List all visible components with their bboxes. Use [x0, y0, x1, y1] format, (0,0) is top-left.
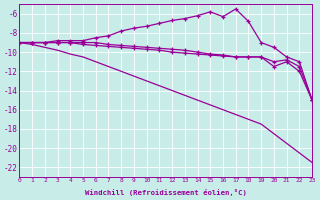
- X-axis label: Windchill (Refroidissement éolien,°C): Windchill (Refroidissement éolien,°C): [85, 189, 247, 196]
